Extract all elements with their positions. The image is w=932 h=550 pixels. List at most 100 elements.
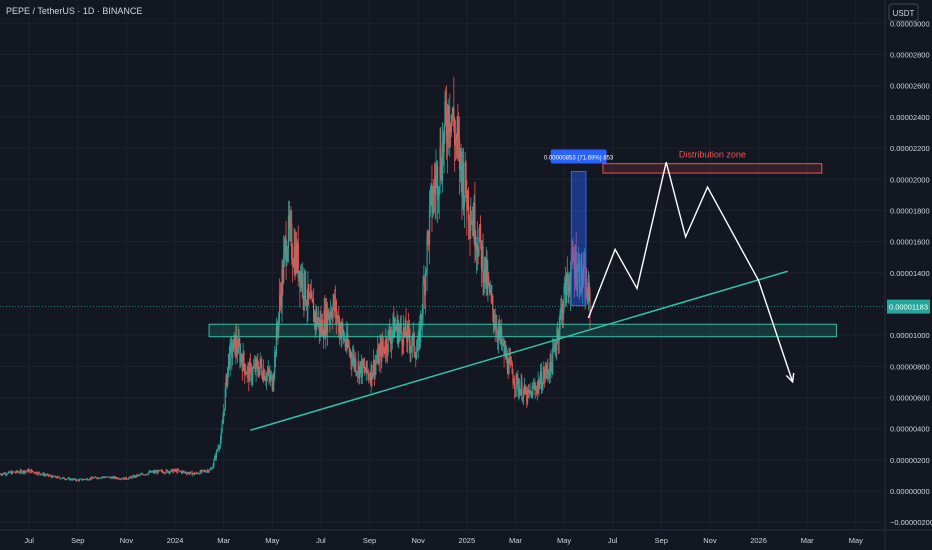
candle-body xyxy=(503,342,505,356)
candle-body xyxy=(567,282,569,285)
candle-body xyxy=(161,470,163,472)
price-tick-label: 0.00001800 xyxy=(890,206,930,215)
candle-body xyxy=(81,478,83,481)
candle-body xyxy=(527,389,530,393)
candle-body xyxy=(11,471,13,475)
candle-body xyxy=(183,471,185,473)
candle-body xyxy=(101,477,103,478)
candle-body xyxy=(108,476,111,478)
rising-trendline[interactable] xyxy=(250,270,788,431)
candle-body xyxy=(22,470,25,473)
currency-button[interactable]: USDT xyxy=(888,3,919,22)
candle-body xyxy=(287,248,289,256)
candle-body xyxy=(95,477,98,479)
candle-body xyxy=(28,470,30,473)
support-zone[interactable] xyxy=(208,323,837,338)
candle-body xyxy=(467,191,470,221)
candle-body xyxy=(1,474,3,476)
candle-body xyxy=(18,472,20,473)
time-axis[interactable]: Jul Sep Nov 2024 Mar May Jul Sep Nov 2025 Mar May Ju… xyxy=(24,536,863,545)
candle-body xyxy=(185,473,188,474)
candle-body xyxy=(120,478,122,480)
candle-body xyxy=(149,471,151,473)
candle-body xyxy=(521,381,523,400)
candle-body xyxy=(160,470,162,472)
candle-body xyxy=(125,477,127,480)
candle-body xyxy=(413,332,415,352)
candle-body xyxy=(542,376,544,388)
candle-body xyxy=(189,473,191,475)
candle-body xyxy=(453,108,455,128)
candle-body xyxy=(137,474,140,476)
candle-body xyxy=(304,271,306,301)
candle-body xyxy=(569,271,572,293)
symbol-title: PEPE / TetherUS · 1D · BINANCE xyxy=(6,6,142,16)
candle-body xyxy=(582,265,585,281)
candle-body xyxy=(219,446,221,448)
candle-body xyxy=(225,375,227,389)
candle-body xyxy=(86,478,89,480)
candle-body xyxy=(556,339,558,351)
candle-body xyxy=(236,348,239,354)
candle-body xyxy=(23,470,25,474)
drawings[interactable]: Distribution zone 0.00000853 (71.69%) 853 xyxy=(0,149,885,431)
candle-body xyxy=(310,293,312,299)
candle-body xyxy=(180,471,182,472)
candle-body xyxy=(107,476,109,478)
candle-body xyxy=(524,385,526,394)
candle-body xyxy=(248,367,250,382)
time-tick-label: Mar xyxy=(801,536,814,545)
candle-body xyxy=(544,372,547,379)
candle-body xyxy=(69,478,72,481)
candle-body xyxy=(193,472,195,474)
candle-body xyxy=(148,471,150,473)
candle-body xyxy=(0,473,2,475)
candle-body xyxy=(464,162,466,197)
candle-body xyxy=(364,366,366,372)
candle-body xyxy=(400,323,402,333)
price-axis[interactable]: 0.00003000 0.00002800 0.00002600 0.00002400… xyxy=(887,19,932,527)
candle-body xyxy=(85,478,87,480)
candle-body xyxy=(114,476,116,479)
candle-body xyxy=(1,473,4,476)
candle-body xyxy=(278,313,280,331)
candle-body xyxy=(451,115,453,117)
candle-body xyxy=(26,469,29,472)
candle-body xyxy=(552,347,555,350)
candle-body xyxy=(314,312,316,324)
candle-body xyxy=(407,324,409,343)
projection-path[interactable] xyxy=(587,161,794,383)
candle-body xyxy=(358,362,360,378)
measure-box[interactable] xyxy=(570,170,587,307)
candle-body xyxy=(552,347,554,375)
candle-body xyxy=(198,473,200,475)
candle-body xyxy=(334,301,337,312)
candle-body xyxy=(574,260,576,278)
current-price-label: 0.00001183 xyxy=(889,303,928,312)
candle-body xyxy=(244,364,246,375)
candle-body xyxy=(125,477,128,480)
candle-body xyxy=(409,340,411,351)
candle-body xyxy=(228,353,230,368)
candle-body xyxy=(44,474,46,476)
candle-body xyxy=(193,472,196,475)
candles[interactable] xyxy=(0,76,591,482)
distribution-zone[interactable] xyxy=(602,163,823,174)
candle-body xyxy=(410,347,412,351)
candle-body xyxy=(471,219,474,225)
candle-body xyxy=(577,266,579,283)
candle-body xyxy=(274,351,276,374)
candle-body xyxy=(424,280,426,296)
candle-body xyxy=(286,255,288,264)
candle-body xyxy=(508,357,510,375)
currency-button-frame xyxy=(888,3,919,22)
candle-body xyxy=(176,469,179,473)
candle-body xyxy=(317,317,320,322)
candle-body xyxy=(243,352,245,365)
candle-body xyxy=(143,474,145,476)
candle-body xyxy=(277,330,279,332)
candle-body xyxy=(126,479,128,480)
candle-body xyxy=(131,476,133,479)
candle-body xyxy=(490,289,492,297)
